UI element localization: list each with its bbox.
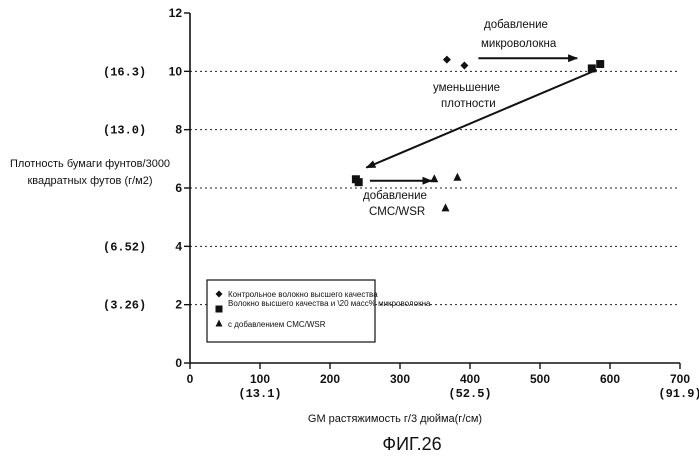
x-tick-label-600: 600 [600,372,620,386]
data-point-square-2 [355,178,363,186]
data-point-triangle-3 [442,203,450,211]
y-axis-label-line-2: квадратных футов (г/м2) [27,175,152,187]
y-axis-label-line-1: Плотность бумаги фунтов/3000 [10,158,170,170]
annotation-cmc-line-1: добавление [363,190,427,202]
y-tick-label-12: 12 [169,6,183,20]
y-tick-label-8: 8 [175,123,182,137]
y-tick-label-0: 0 [175,356,182,370]
legend-marker-square [216,306,223,313]
y-tick-label-4: 4 [175,239,182,253]
data-point-square-4 [596,60,604,68]
legend-entry-3: с добавлением CMC/WSR [228,320,326,329]
annotation-density-line-2: плотности [441,98,496,110]
annotation-density: уменьшение плотности [433,82,500,110]
x-tick-alt-label-100: (13.1) [238,387,281,401]
legend: Контрольное волокно высшего качества Вол… [207,280,431,342]
x-tick-label-500: 500 [530,372,550,386]
data-point-diamond-1 [443,56,451,64]
annotation-density-line-1: уменьшение [433,82,500,94]
x-tick-alt-label-400: (52.5) [448,387,491,401]
data-point-square-3 [588,64,596,72]
legend-entry-2: Волокно высшего качества и \20 масс% мик… [228,299,431,308]
x-tick-label-200: 200 [320,372,340,386]
legend-entry-1: Контрольное волокно высшего качества [228,290,378,299]
annotation-cmc: добавление CMC/WSR [363,190,427,218]
data-point-diamond-2 [460,62,468,70]
y-tick-label-6: 6 [175,181,182,195]
y-tick-alt-label-2: (3.26) [103,299,146,313]
y-tick-alt-label-4: (6.52) [103,240,146,254]
x-tick-alt-label-700: (91.9) [658,387,699,401]
y-tick-alt-label-8: (13.0) [103,124,146,138]
y-tick-label-10: 10 [169,64,183,78]
data-point-triangle-2 [453,173,461,181]
data-point-triangle-1 [430,174,438,182]
x-tick-label-100: 100 [250,372,270,386]
x-tick-label-700: 700 [670,372,690,386]
x-axis-label: GM растяжимость г/3 дюйма(г/см) [308,413,482,425]
x-tick-label-300: 300 [390,372,410,386]
annotation-cmc-line-2: CMC/WSR [369,206,425,218]
annotation-microfiber-line-1: добавление [484,19,548,31]
annotation-microfiber-line-2: микроволокна [481,38,557,50]
y-tick-label-2: 2 [175,298,182,312]
y-tick-alt-label-10: (16.3) [103,65,146,79]
x-tick-label-0: 0 [187,372,194,386]
x-tick-label-400: 400 [460,372,480,386]
annotation-microfiber: добавление микроволокна [481,19,557,50]
figure-label: ФИГ.26 [382,434,441,454]
